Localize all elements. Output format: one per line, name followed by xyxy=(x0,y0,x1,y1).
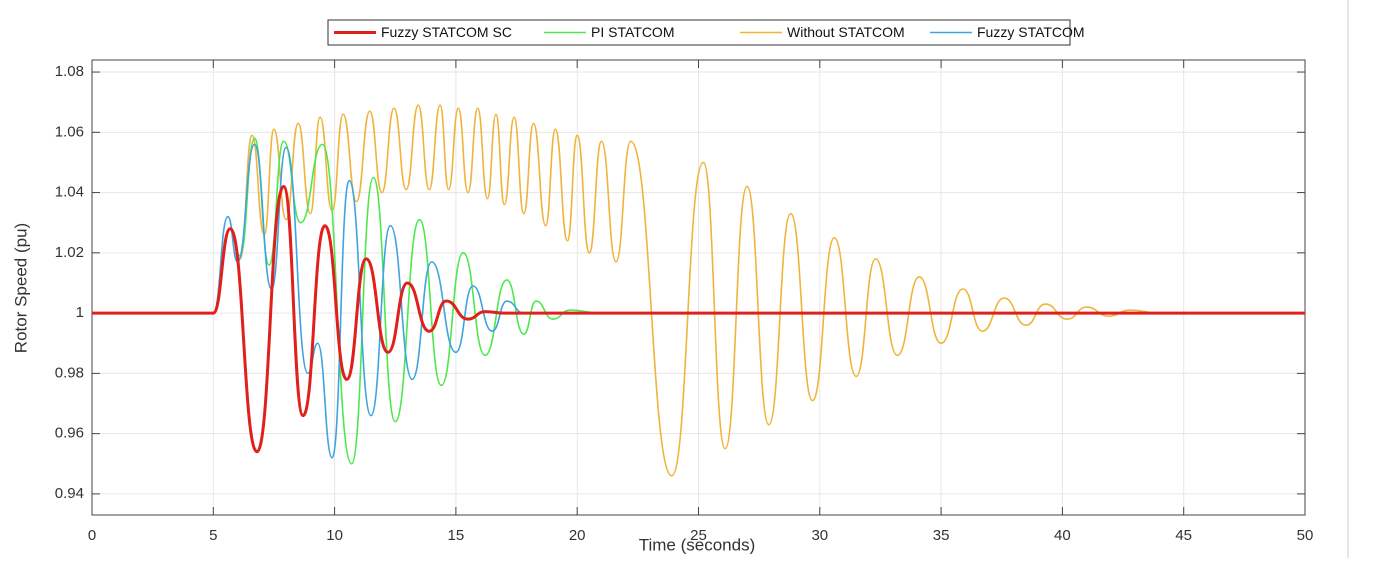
y-tick-label: 0.94 xyxy=(55,485,84,502)
y-tick-label: 1.06 xyxy=(55,123,84,140)
x-tick-label: 5 xyxy=(209,527,217,544)
series-line xyxy=(92,104,1305,477)
x-tick-label: 35 xyxy=(933,527,950,544)
x-tick-label: 25 xyxy=(690,527,707,544)
x-tick-label: 45 xyxy=(1175,527,1192,544)
y-tick-label: 0.98 xyxy=(55,364,84,381)
x-tick-label: 50 xyxy=(1297,527,1314,544)
legend: Fuzzy STATCOM SC PI STATCOM Without STATCO… xyxy=(327,19,1085,46)
x-tick-label: 10 xyxy=(326,527,343,544)
x-tick-label: 15 xyxy=(448,527,465,544)
x-tick-label: 20 xyxy=(569,527,586,544)
plot-area xyxy=(91,59,1306,516)
series-line xyxy=(92,143,1305,459)
y-tick-label: 1 xyxy=(76,304,84,321)
series-line xyxy=(92,185,1305,454)
plot-frame xyxy=(91,59,1306,516)
y-tick-label: 1.02 xyxy=(55,244,84,261)
legend-box xyxy=(327,19,1071,46)
legend-label: PI STATCOM xyxy=(591,24,674,40)
x-axis-label: Time (seconds) xyxy=(639,535,756,554)
y-tick-label: 1.04 xyxy=(55,184,84,201)
x-tick-label: 40 xyxy=(1054,527,1071,544)
legend-label: Fuzzy STATCOM SC xyxy=(381,24,512,40)
y-axis-label: Rotor Speed (pu) xyxy=(11,223,30,353)
y-tick-label: 1.08 xyxy=(55,63,84,80)
y-tick-label: 0.96 xyxy=(55,425,84,442)
legend-label: Without STATCOM xyxy=(787,24,905,40)
x-tick-label: 0 xyxy=(88,527,96,544)
x-tick-label: 30 xyxy=(811,527,828,544)
legend-label: Fuzzy STATCOM xyxy=(977,24,1085,40)
